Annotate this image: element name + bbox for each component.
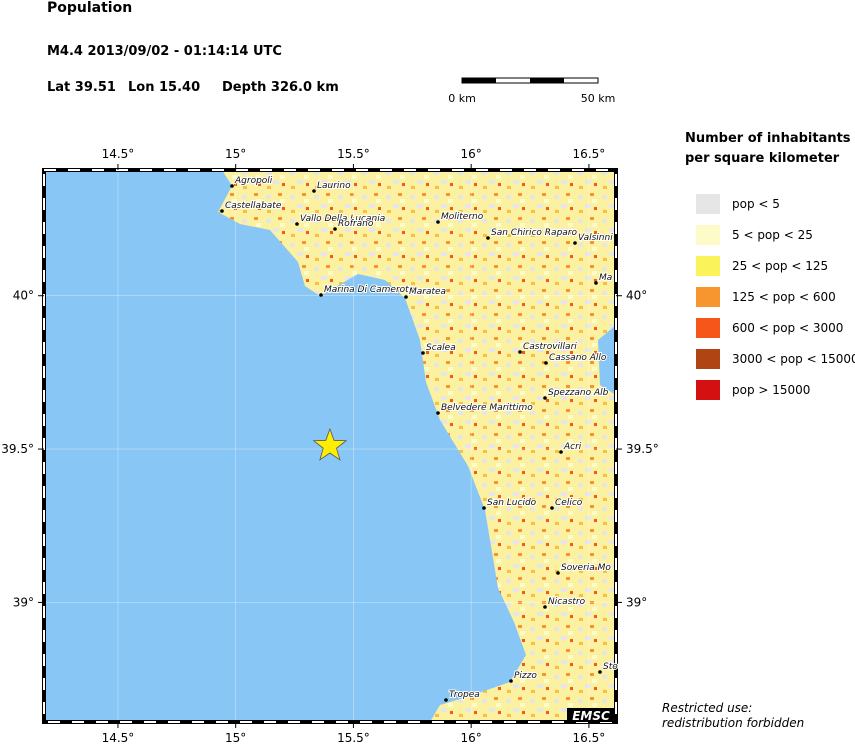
x-tick-label: 16.5° — [573, 731, 606, 745]
title: Population — [47, 0, 132, 16]
city-label: Belvedere Marittimo — [441, 403, 533, 413]
epicenter — [312, 427, 348, 461]
city-label: Acri — [563, 442, 582, 452]
legend-swatch — [696, 194, 720, 214]
city-dot — [598, 670, 602, 674]
land — [218, 170, 616, 722]
city-label: Cassano Allo — [549, 353, 607, 363]
legend-label: pop < 5 — [732, 197, 780, 211]
city-dot — [436, 411, 440, 415]
legend-swatch — [696, 225, 720, 245]
note: Restricted use: — [662, 701, 752, 715]
legend-swatch — [696, 318, 720, 338]
lat: Lat 39.51 — [47, 80, 116, 95]
legend-swatch — [696, 380, 720, 400]
city-label: Castrovillari — [523, 342, 577, 352]
city-label: Marina Di Camerota — [324, 285, 414, 295]
city-label: Celico — [555, 498, 583, 508]
city-label: Nicastro — [548, 597, 586, 607]
city-label: Soveria Mo — [561, 563, 611, 573]
y-tick-label: 40° — [626, 289, 647, 303]
legend-swatch — [696, 287, 720, 307]
city-label: Tropea — [449, 690, 480, 700]
legend-title: Number of inhabitants — [685, 131, 851, 146]
city-dot — [220, 209, 224, 213]
city-label: San Chirico Raparo — [491, 228, 577, 238]
city-dot — [404, 295, 408, 299]
x-tick-label: 15.5° — [337, 147, 370, 161]
legend-swatch — [696, 256, 720, 276]
city-label: Castellabate — [225, 201, 282, 211]
legend-label: 600 < pop < 3000 — [732, 321, 843, 335]
legend-label: 3000 < pop < 15000 — [732, 352, 855, 366]
x-tick-label: 14.5° — [102, 147, 135, 161]
east-sea — [602, 330, 616, 392]
city-label: Moliterno — [441, 212, 484, 222]
event: M4.4 2013/09/02 - 01:14:14 UTC — [47, 44, 282, 59]
city-dot — [482, 506, 486, 510]
scale-start: 0 km — [448, 92, 476, 105]
city-dot — [543, 605, 547, 609]
city-dot — [333, 227, 337, 231]
legend-label: pop > 15000 — [732, 383, 810, 397]
scale-end: 50 km — [581, 92, 616, 105]
city-label: Sto — [603, 662, 618, 672]
x-tick-label: 16.5° — [573, 147, 606, 161]
city-dot — [594, 281, 598, 285]
city-dot — [486, 236, 490, 240]
city-dot — [295, 222, 299, 226]
city-dot — [518, 350, 522, 354]
legend-label: 25 < pop < 125 — [732, 259, 828, 273]
lon: Lon 15.40 — [128, 80, 200, 95]
city-dot — [543, 396, 547, 400]
y-tick-label: 40° — [13, 289, 34, 303]
x-tick-label: 15.5° — [337, 731, 370, 745]
city-label: Laurino — [317, 181, 351, 191]
y-tick-label: 39° — [626, 595, 647, 609]
logo-box — [567, 708, 615, 722]
city-dot — [544, 361, 548, 365]
x-tick-label: 14.5° — [102, 731, 135, 745]
x-tick-label: 16° — [461, 147, 482, 161]
city-dot — [556, 571, 560, 575]
city-label: Pizzo — [514, 671, 537, 681]
legend-title: per square kilometer — [685, 151, 840, 166]
city-dot — [550, 506, 554, 510]
city-label: Scalea — [426, 343, 456, 353]
x-tick-label: 15° — [225, 147, 246, 161]
y-tick-label: 39.5° — [626, 442, 659, 456]
city-dot — [436, 220, 440, 224]
city-label: Spezzano Alb — [548, 388, 609, 398]
legend-label: 5 < pop < 25 — [732, 228, 813, 242]
city-dot — [573, 241, 577, 245]
city-dot — [421, 351, 425, 355]
x-tick-label: 15° — [225, 731, 246, 745]
city-label: Valsinni — [578, 233, 613, 243]
city-label: Maratea — [409, 287, 446, 297]
legend-label: 125 < pop < 600 — [732, 290, 836, 304]
legend-swatch — [696, 349, 720, 369]
scale-bar — [461, 77, 599, 84]
city-dot — [509, 679, 513, 683]
city-dot — [559, 450, 563, 454]
city-dot — [444, 698, 448, 702]
logo: EMSC — [572, 709, 610, 723]
city-label: Vallo Della Lucania — [300, 214, 385, 224]
y-tick-label: 39.5° — [1, 442, 34, 456]
city-label: San Lucido — [487, 498, 537, 508]
depth: Depth 326.0 km — [222, 80, 339, 95]
y-tick-label: 39° — [13, 595, 34, 609]
city-dot — [230, 184, 234, 188]
city-label: Rofrano — [338, 219, 374, 229]
x-tick-label: 16° — [461, 731, 482, 745]
city-dot — [319, 293, 323, 297]
city-label: Ma — [599, 273, 612, 283]
city-label: Agropoli — [234, 176, 273, 186]
frame-dash — [43, 169, 617, 723]
city-dot — [312, 189, 316, 193]
note: redistribution forbidden — [662, 716, 804, 730]
